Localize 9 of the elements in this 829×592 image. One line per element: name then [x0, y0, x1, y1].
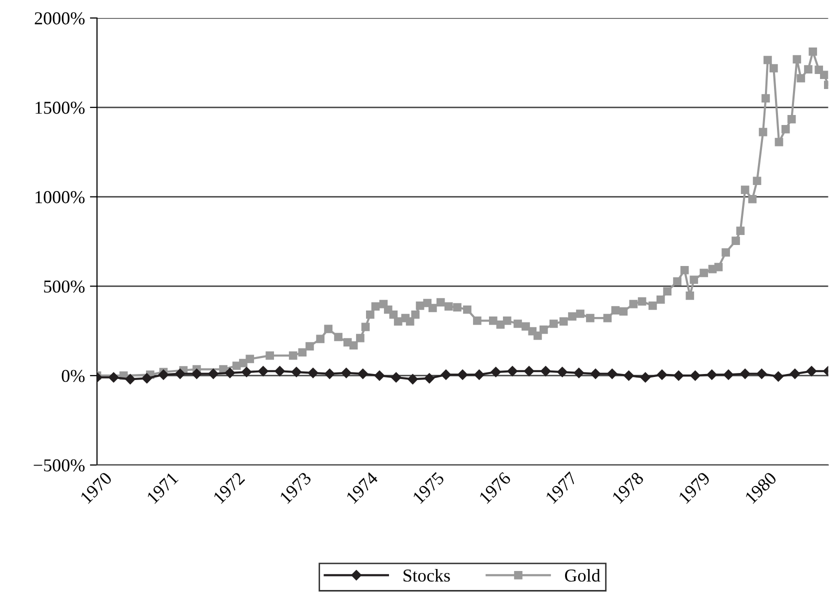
y-tick-label: 1500%: [36, 102, 85, 114]
y-tick-label: 1000%: [36, 191, 85, 204]
y-tick-label: 500%: [44, 280, 85, 293]
y-tick-label: 2000%: [34, 12, 85, 24]
legend-label: Stocks: [404, 568, 450, 582]
y-tick-label: 0%: [62, 370, 85, 382]
legend-label: Gold: [565, 568, 600, 582]
x-tick-label: 1971: [146, 472, 179, 504]
y-tick-label: −500%: [34, 459, 85, 472]
